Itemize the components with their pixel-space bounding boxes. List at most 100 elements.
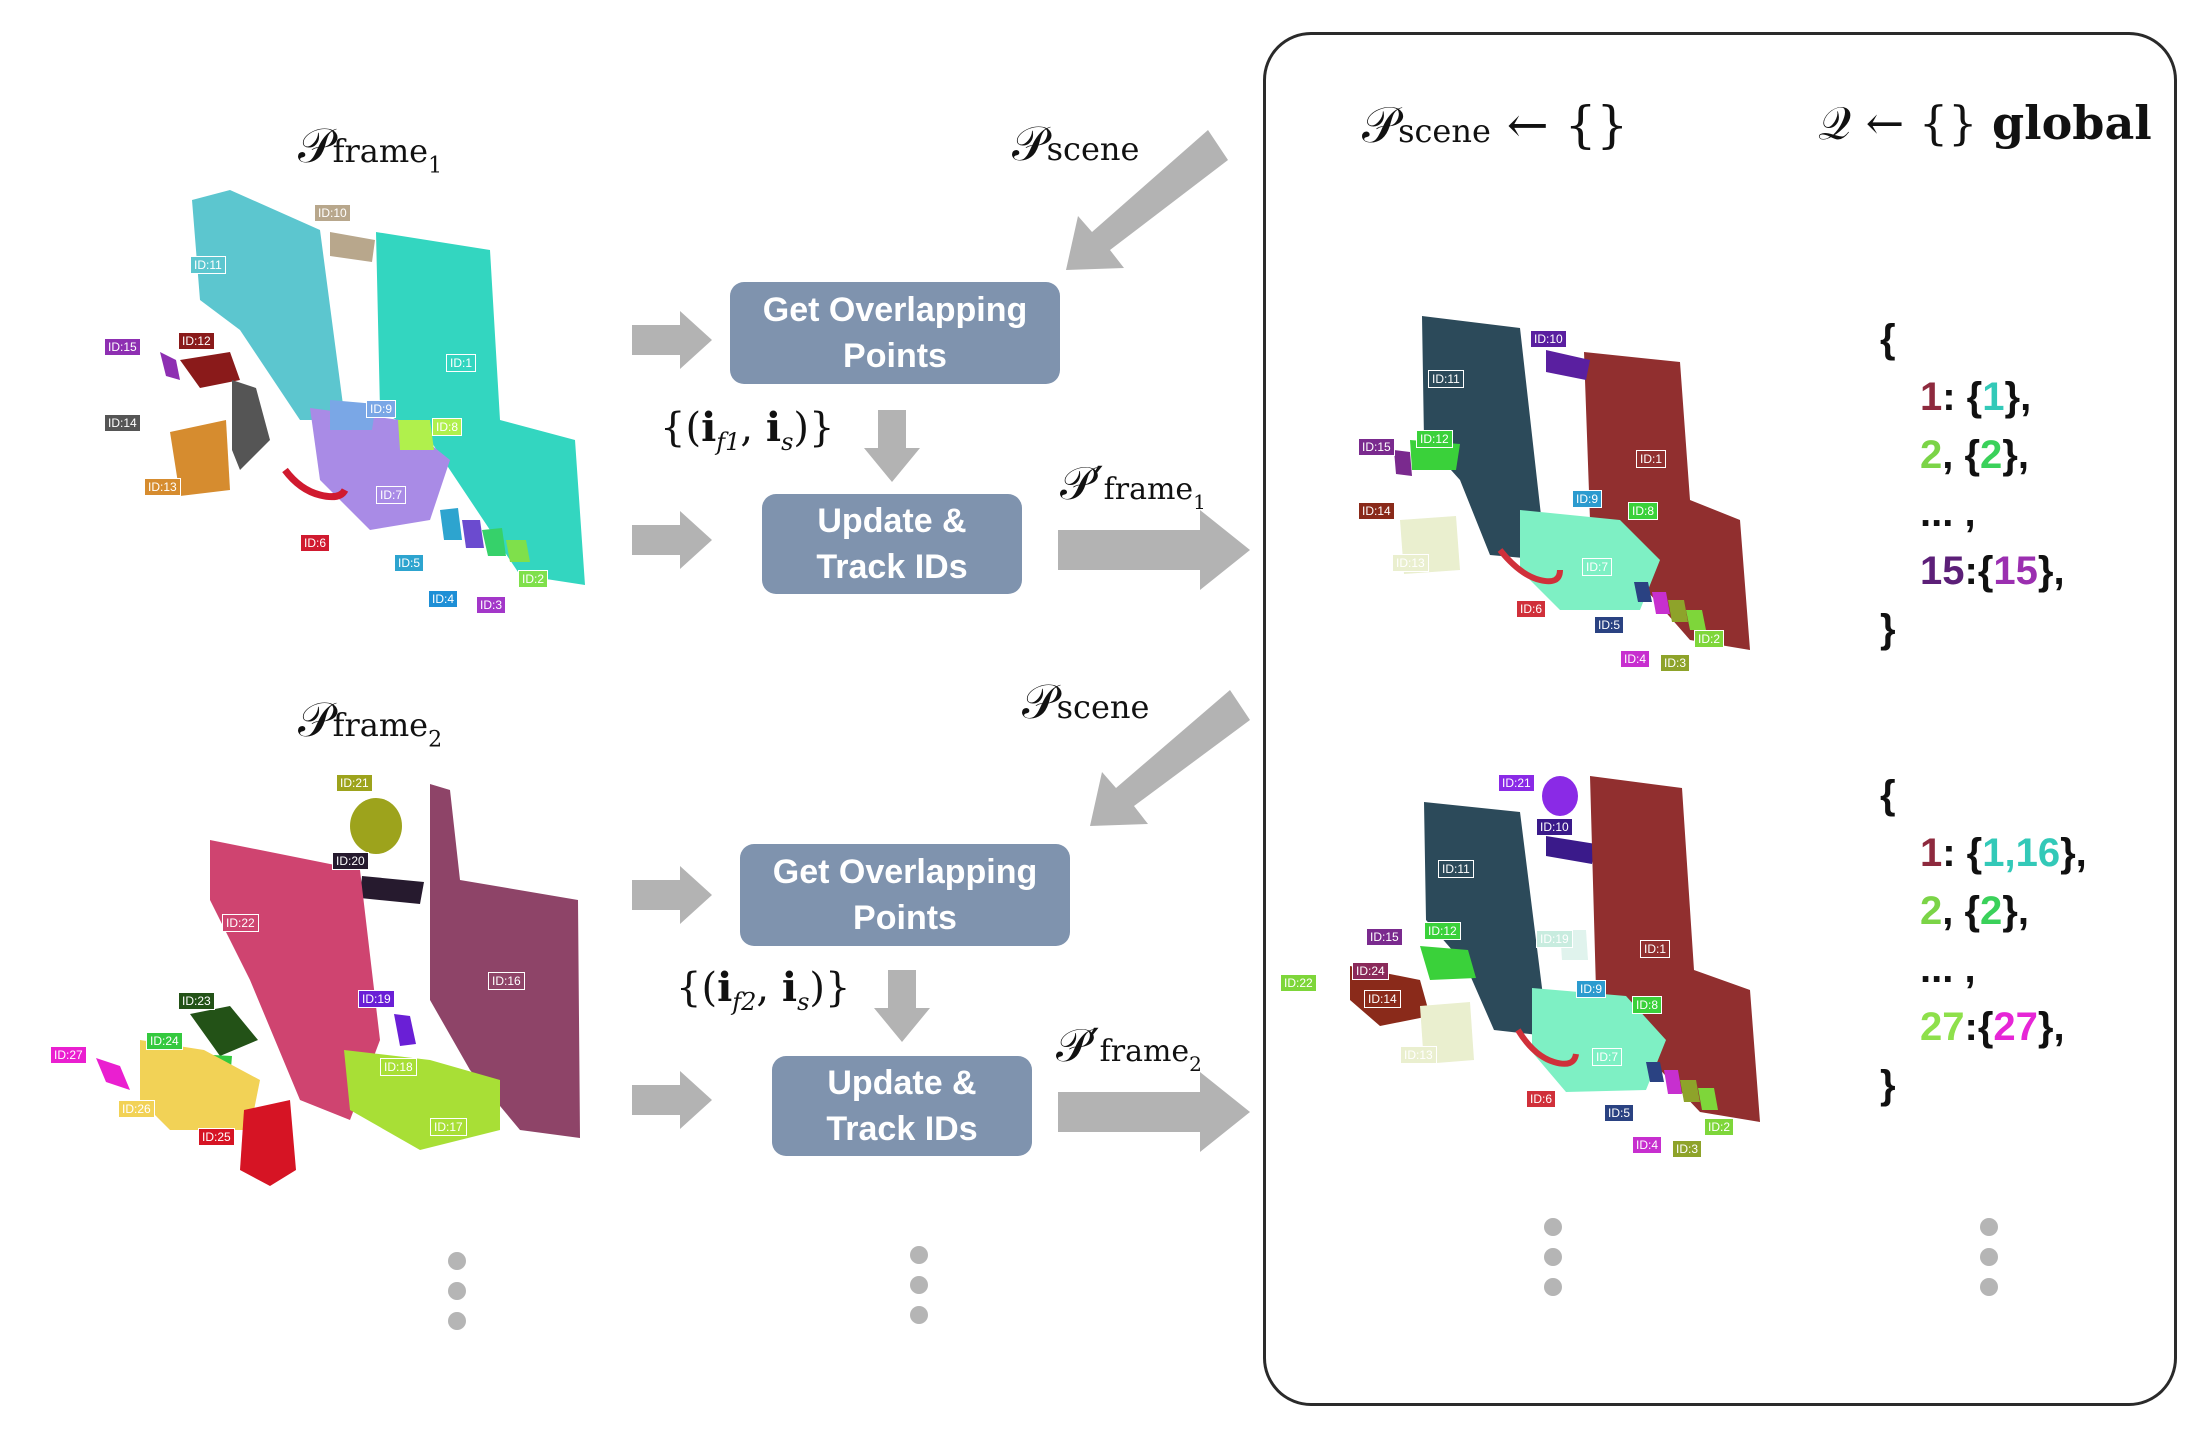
label-pair-2: {(if2, is)} bbox=[676, 964, 851, 1016]
segment-id19 bbox=[394, 1014, 416, 1046]
tag-scene2-id4: ID:4 bbox=[1632, 1136, 1663, 1154]
tag-frame1-id15: ID:15 bbox=[104, 338, 141, 356]
segment-id10 bbox=[330, 232, 375, 262]
tag-scene2-id15: ID:15 bbox=[1366, 928, 1403, 946]
scene1-segment-id2 bbox=[1686, 610, 1706, 630]
segment-id25 bbox=[240, 1100, 296, 1186]
tag-scene1-id12: ID:12 bbox=[1416, 430, 1453, 448]
tag-frame2-id24: ID:24 bbox=[146, 1032, 183, 1050]
tag-scene2-id6: ID:6 bbox=[1526, 1090, 1557, 1108]
tag-frame2-id23: ID:23 bbox=[178, 992, 215, 1010]
q-dict-2-close: } bbox=[1880, 1063, 1896, 1107]
segment-id2 bbox=[506, 540, 530, 562]
ellipsis-frames bbox=[448, 1252, 468, 1342]
tag-frame1-id7: ID:7 bbox=[376, 486, 407, 504]
segment-id23 bbox=[190, 1006, 258, 1056]
tag-scene1-id3: ID:3 bbox=[1660, 654, 1691, 672]
segment-id11 bbox=[192, 190, 345, 420]
segment-id21 bbox=[350, 798, 402, 854]
label-p-scene-1: 𝒫scene bbox=[1012, 116, 1140, 172]
tag-frame1-id3: ID:3 bbox=[476, 596, 507, 614]
q-dict-2-row2: 2, {2}, bbox=[1920, 889, 2029, 933]
segment-id5 bbox=[440, 508, 462, 540]
scene1-segment-id4 bbox=[1652, 592, 1670, 614]
arrow-overlap2-down bbox=[874, 970, 930, 1042]
scene2-segment-id4 bbox=[1664, 1070, 1682, 1094]
tag-scene2-id14: ID:14 bbox=[1364, 990, 1401, 1008]
tag-scene2-id5: ID:5 bbox=[1604, 1104, 1635, 1122]
tag-scene1-id5: ID:5 bbox=[1594, 616, 1625, 634]
scene-panel bbox=[1263, 32, 2177, 1406]
q-dict-1-open: { bbox=[1880, 317, 1896, 361]
tag-scene1-id2: ID:2 bbox=[1694, 630, 1725, 648]
tag-frame2-id25: ID:25 bbox=[198, 1128, 235, 1146]
tag-frame1-id9: ID:9 bbox=[366, 400, 397, 418]
segment-id4 bbox=[462, 520, 484, 548]
tag-scene2-id19: ID:19 bbox=[1536, 930, 1573, 948]
tag-scene1-id15: ID:15 bbox=[1358, 438, 1395, 456]
tag-frame1-id10: ID:10 bbox=[314, 204, 351, 222]
tag-frame2-id27: ID:27 bbox=[50, 1046, 87, 1064]
tag-scene2-id10: ID:10 bbox=[1536, 818, 1573, 836]
label-p-frame1: 𝒫frame1 bbox=[298, 118, 443, 179]
tag-frame1-id2: ID:2 bbox=[518, 570, 549, 588]
scene2-segment-id6 bbox=[1515, 1028, 1579, 1067]
tag-scene1-id6: ID:6 bbox=[1516, 600, 1547, 618]
label-pair-1: {(if1, is)} bbox=[660, 404, 835, 456]
scene2-segment-id11 bbox=[1424, 802, 1548, 1036]
ellipsis-scene bbox=[1544, 1218, 1564, 1308]
tag-frame1-id8: ID:8 bbox=[432, 418, 463, 436]
ellipsis-process bbox=[910, 1246, 930, 1336]
segment-id14 bbox=[232, 380, 270, 470]
update-track-ids-box-2: Update & Track IDs bbox=[772, 1056, 1032, 1156]
scene2-segment-id10 bbox=[1546, 836, 1596, 864]
q-dict-1-close: } bbox=[1880, 607, 1896, 651]
q-dict-2-row3: ... , bbox=[1920, 947, 1976, 991]
segment-id9 bbox=[330, 400, 376, 430]
q-dict-2-open: { bbox=[1880, 773, 1896, 817]
q-dict-2-row4: 27:{27}, bbox=[1920, 1005, 2065, 1049]
tag-scene2-id11: ID:11 bbox=[1438, 860, 1474, 878]
label-p-frame2: 𝒫frame2 bbox=[298, 692, 443, 753]
tag-scene1-id13: ID:13 bbox=[1392, 554, 1429, 572]
segment-id13 bbox=[170, 420, 230, 496]
segment-id26 bbox=[140, 1040, 260, 1130]
tag-frame1-id1: ID:1 bbox=[446, 354, 477, 372]
ellipsis-dict bbox=[1980, 1218, 2000, 1308]
scene1-segment-id15 bbox=[1394, 450, 1412, 476]
q-dict-1-row4: 15:{15}, bbox=[1920, 549, 2065, 593]
tag-scene1-id1: ID:1 bbox=[1636, 450, 1667, 468]
tag-scene1-id4: ID:4 bbox=[1620, 650, 1651, 668]
scene1-segment-id6 bbox=[1497, 548, 1563, 585]
tag-frame2-id21: ID:21 bbox=[336, 774, 373, 792]
arrow-frame2-to-update bbox=[632, 1071, 712, 1129]
scene2-segment-id12 bbox=[1420, 946, 1476, 980]
arrow-scene1-diag bbox=[1066, 130, 1228, 270]
tag-frame2-id20: ID:20 bbox=[332, 852, 369, 870]
tag-scene1-id9: ID:9 bbox=[1572, 490, 1603, 508]
tag-frame2-id22: ID:22 bbox=[222, 914, 259, 932]
arrow-scene2-diag bbox=[1090, 690, 1250, 826]
segment-id16 bbox=[430, 784, 580, 1138]
update-track-ids-box-1: Update & Track IDs bbox=[762, 494, 1022, 594]
label-p-prime-frame1: 𝒫′frame1 bbox=[1060, 456, 1206, 515]
tag-scene2-id2: ID:2 bbox=[1704, 1118, 1735, 1136]
segment-id6 bbox=[282, 467, 349, 501]
tag-scene2-id1: ID:1 bbox=[1640, 940, 1671, 958]
segment-id22 bbox=[210, 840, 380, 1120]
tag-scene1-id10: ID:10 bbox=[1530, 330, 1567, 348]
tag-frame1-id11: ID:11 bbox=[190, 256, 226, 274]
tag-scene1-id14: ID:14 bbox=[1358, 502, 1395, 520]
tag-frame1-id12: ID:12 bbox=[178, 332, 215, 350]
scene1-segment-id1 bbox=[1584, 352, 1750, 650]
tag-scene1-id7: ID:7 bbox=[1582, 558, 1613, 576]
tag-scene1-id11: ID:11 bbox=[1428, 370, 1464, 388]
q-dict-2: { 1: {1,16}, 2, {2}, ... , 27:{27}, } bbox=[1880, 766, 2087, 1114]
scene1-segment-id3 bbox=[1668, 600, 1688, 622]
get-overlapping-points-box-2: Get Overlapping Points bbox=[740, 844, 1070, 946]
scene2-segment-id2 bbox=[1698, 1088, 1718, 1110]
tag-frame1-id6: ID:6 bbox=[300, 534, 331, 552]
tag-scene2-id21: ID:21 bbox=[1498, 774, 1535, 792]
scene2-segment-id3 bbox=[1680, 1080, 1700, 1102]
